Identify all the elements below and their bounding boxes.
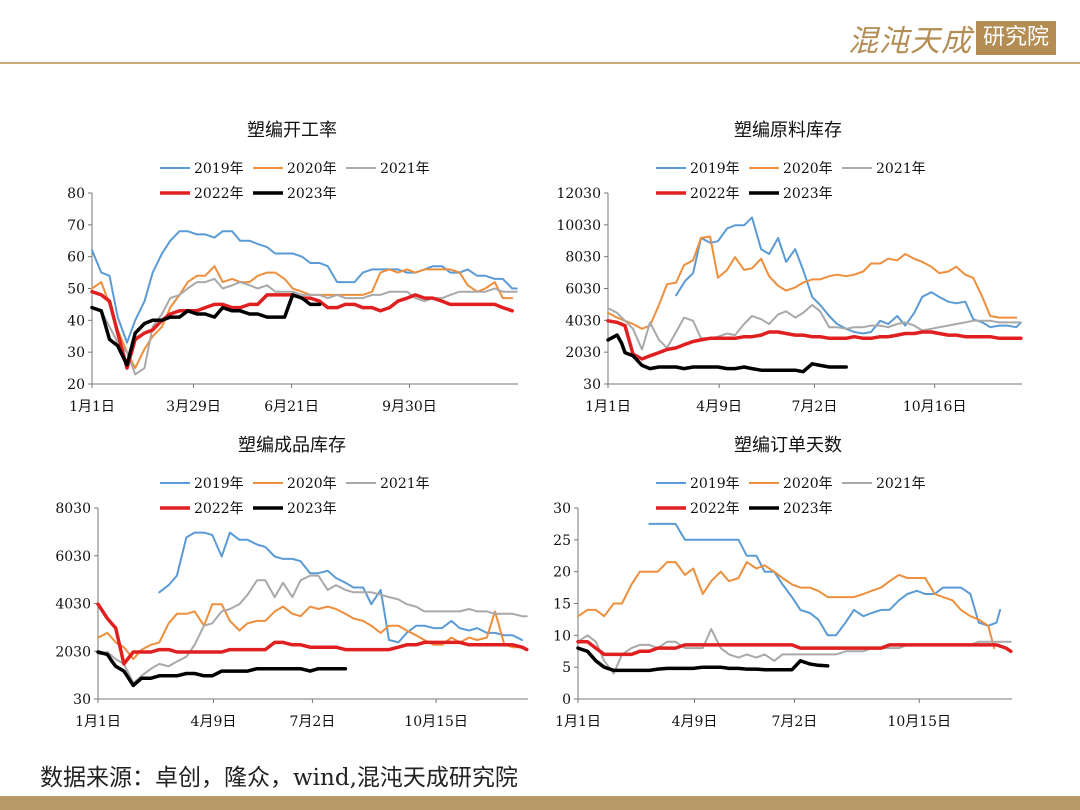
footer-bar (0, 796, 1080, 810)
series-line-2022年 (90, 289, 514, 370)
series-line-2020年 (91, 265, 514, 370)
y-tick-label: 20 (67, 377, 85, 393)
chart-3: 塑编成品库存 2019年 2020年 2021年 2022年 2023年 8030 6030 4… (55, 435, 529, 730)
y-tick-label: 0 (562, 692, 571, 708)
series-line-2022年 (576, 639, 1013, 657)
y-tick-label: 30 (67, 345, 85, 361)
y-tick-label: 30 (583, 377, 601, 393)
series-line-2022年 (606, 319, 1023, 361)
legend-label: 2020年 (783, 476, 833, 492)
x-tick-label: 3月29日 (166, 399, 221, 415)
logo-script: 混沌天成 (847, 24, 972, 59)
y-tick-label: 12030 (556, 186, 601, 202)
y-tick-label: 25 (553, 533, 571, 549)
x-tick-label: 4月9日 (672, 714, 718, 730)
y-tick-label: 2030 (565, 345, 601, 361)
legend-label: 2022年 (194, 501, 244, 517)
logo-box: 研究院 (975, 21, 1056, 55)
legend-label: 2023年 (783, 186, 833, 202)
legend-label: 2019年 (690, 161, 740, 177)
legend-label: 2020年 (287, 476, 337, 492)
x-tick-label: 10月16日 (903, 399, 967, 415)
y-tick-label: 8030 (565, 250, 601, 266)
chart-title: 塑编成品库存 (238, 435, 346, 456)
source-note: 数据来源：卓创，隆众，wind,混沌天成研究院 (40, 765, 518, 791)
x-tick-label: 1月1日 (75, 714, 121, 730)
y-tick-label: 10 (553, 628, 571, 644)
y-tick-label: 20 (553, 565, 571, 581)
chart-2: 塑编原料库存 2019年 2020年 2021年 2022年 2023年 12030 1003… (556, 120, 1023, 415)
chart-1: 塑编开工率 2019年 2020年 2021年 2022年 2023年 80 70 60 50 40… (67, 120, 518, 415)
x-tick-label: 1月1日 (555, 714, 601, 730)
legend-label: 2019年 (194, 161, 244, 177)
legend-label: 2023年 (287, 501, 337, 517)
chart-title: 塑编原料库存 (734, 120, 842, 141)
x-tick-label: 6月21日 (264, 399, 319, 415)
y-tick-label: 10030 (556, 218, 601, 234)
legend-label: 2021年 (876, 476, 926, 492)
y-tick-label: 4030 (55, 597, 91, 613)
legend-label: 2019年 (194, 476, 244, 492)
header-rule (0, 62, 1080, 64)
series-line-2019年 (675, 216, 1022, 335)
x-tick-label: 7月2日 (792, 399, 838, 415)
y-tick-label: 2030 (55, 644, 91, 660)
series-line-2019年 (91, 230, 518, 344)
legend-label: 2022年 (194, 186, 244, 202)
x-tick-label: 10月15日 (404, 714, 468, 730)
legend-label: 2022年 (690, 501, 740, 517)
legend-label: 2021年 (876, 161, 926, 177)
y-tick-label: 40 (67, 313, 85, 329)
x-tick-label: 10月15日 (887, 714, 951, 730)
y-tick-label: 15 (553, 597, 571, 613)
x-tick-label: 4月9日 (696, 399, 742, 415)
y-tick-label: 60 (67, 250, 85, 266)
series-line-2023年 (606, 333, 848, 374)
y-tick-label: 8030 (55, 501, 91, 517)
legend-label: 2020年 (783, 161, 833, 177)
y-tick-label: 4030 (565, 313, 601, 329)
legend-label: 2019年 (690, 476, 740, 492)
y-tick-label: 6030 (55, 549, 91, 565)
y-tick-label: 30 (553, 501, 571, 517)
series-line-2022年 (96, 602, 529, 666)
legend-label: 2022年 (690, 186, 740, 202)
x-tick-label: 9月30日 (382, 399, 437, 415)
legend-label: 2023年 (287, 186, 337, 202)
chart-title: 塑编开工率 (247, 120, 337, 141)
legend-label: 2020年 (287, 161, 337, 177)
series-line-2020年 (607, 235, 1018, 330)
x-tick-label: 7月2日 (289, 714, 335, 730)
series-line-2023年 (96, 650, 348, 688)
series-line-2021年 (91, 277, 518, 376)
series-line-2021年 (97, 574, 528, 684)
series-line-2019年 (648, 522, 1002, 637)
legend-label: 2021年 (380, 161, 430, 177)
legend-label: 2023年 (783, 501, 833, 517)
series-line-2021年 (607, 303, 1022, 351)
chart-4: 塑编订单天数 2019年 2020年 2021年 2022年 2023年 30 25 20 15 1… (553, 435, 1013, 730)
y-tick-label: 6030 (565, 282, 601, 298)
x-tick-label: 7月2日 (771, 714, 817, 730)
legend-label: 2021年 (380, 476, 430, 492)
series-line-2023年 (576, 646, 830, 673)
y-tick-label: 80 (67, 186, 85, 202)
x-tick-label: 1月1日 (69, 399, 115, 415)
y-tick-label: 70 (67, 218, 85, 234)
y-tick-label: 30 (73, 692, 91, 708)
series-line-2023年 (90, 293, 322, 367)
x-tick-label: 4月9日 (191, 714, 237, 730)
y-tick-label: 5 (562, 660, 571, 676)
brand-logo: 混沌天成 研究院 (848, 16, 1056, 60)
series-line-2019年 (158, 531, 524, 644)
chart-title: 塑编订单天数 (734, 435, 842, 456)
series-line-2020年 (577, 561, 996, 650)
x-tick-label: 1月1日 (585, 399, 631, 415)
series-line-2020年 (97, 603, 524, 661)
y-tick-label: 50 (67, 282, 85, 298)
